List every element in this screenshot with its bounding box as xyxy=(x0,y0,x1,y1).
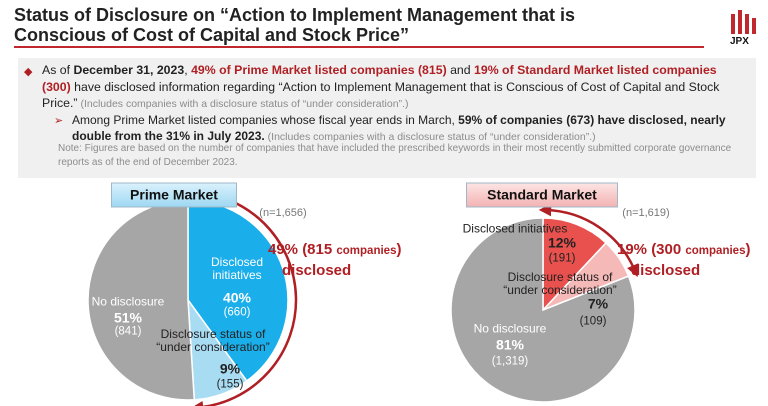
value-label: 40% xyxy=(222,289,252,306)
text-segment: have disclosed information regarding “Ac… xyxy=(42,79,720,111)
text-segment: and xyxy=(446,63,475,77)
headline-part: ) xyxy=(745,241,751,258)
text-segment: 19% of Standard Market listed companies … xyxy=(42,63,717,94)
headline-line: disclosed xyxy=(631,262,701,279)
bullet-icon: ◆ xyxy=(24,66,33,78)
text-segment: Among Prime Market listed companies whos… xyxy=(72,113,459,127)
note: Note: Figures are based on the number of… xyxy=(58,143,732,168)
text-segment: , xyxy=(184,63,192,77)
sub-bullet: Among Prime Market listed companies whos… xyxy=(52,112,752,145)
count-label: (1,319) xyxy=(491,355,529,368)
title-line: Status of Disclosure on “Action to Imple… xyxy=(14,5,576,25)
sub-bullet-icon: ➢ xyxy=(54,115,64,127)
title-rule xyxy=(14,46,704,48)
headline-part: companies xyxy=(685,245,746,257)
slice-label: No disclosure xyxy=(473,321,547,336)
jpx-logo xyxy=(731,10,756,34)
text-segment: As of xyxy=(42,63,74,77)
slice-label: Disclosure status of “under consideratio… xyxy=(503,270,617,297)
market-header: Standard Market xyxy=(466,182,618,208)
headline: 49% (815 companies) disclosed xyxy=(268,240,401,281)
count-label: (191) xyxy=(548,252,576,265)
text-segment: (Includes companies with a disclosure st… xyxy=(264,131,596,143)
summary-box xyxy=(18,58,756,178)
headline-line: 49% (815 companies) xyxy=(268,240,401,261)
headline: 19% (300 companies) disclosed xyxy=(617,240,750,281)
sample-size: (n=1,619) xyxy=(622,207,670,219)
slice-label: Disclosed initiatives xyxy=(210,255,264,282)
value-label: 12% xyxy=(547,234,577,251)
count-label: (660) xyxy=(223,306,251,319)
count-label: (155) xyxy=(216,378,244,391)
value-label: 9% xyxy=(219,360,241,377)
count-label: (109) xyxy=(579,315,607,328)
headline-part: ) xyxy=(396,241,402,258)
headline-part: companies xyxy=(336,245,397,257)
slice-label: Disclosed initiatives xyxy=(462,221,568,236)
bullet: As of December 31, 2023, 49% of Prime Ma… xyxy=(22,62,748,113)
text-segment: 59% of companies (673) have disclosed, n… xyxy=(72,113,726,143)
logo-text: JPX xyxy=(730,36,749,47)
text-segment: (Includes companies with a disclosure st… xyxy=(77,98,409,110)
market-header: Prime Market xyxy=(111,182,237,208)
headline-part: 19% (300 xyxy=(617,241,686,258)
pie-slice xyxy=(450,217,636,403)
count-label: (841) xyxy=(114,325,142,338)
value-label: 81% xyxy=(495,336,525,353)
title-line: Conscious of Cost of Capital and Stock P… xyxy=(14,25,410,45)
slice-label: No disclosure xyxy=(91,294,165,309)
value-label: 7% xyxy=(587,295,609,312)
sample-size: (n=1,656) xyxy=(259,207,307,219)
disclosed-arc xyxy=(183,185,298,406)
pie-slice xyxy=(87,199,196,401)
slice-label: Disclosure status of “under consideratio… xyxy=(156,327,270,354)
pie xyxy=(87,199,289,401)
disclosed-arc xyxy=(538,203,639,278)
text-segment: December 31, 2023 xyxy=(73,63,185,77)
headline-line: disclosed xyxy=(282,262,352,279)
title: Status of Disclosure on “Action to Imple… xyxy=(14,5,575,45)
headline-part: 49% (815 xyxy=(268,241,337,258)
text-segment: 49% of Prime Market listed companies (81… xyxy=(191,63,447,77)
value-label: 51% xyxy=(113,309,143,326)
headline-line: 19% (300 companies) xyxy=(617,240,750,261)
